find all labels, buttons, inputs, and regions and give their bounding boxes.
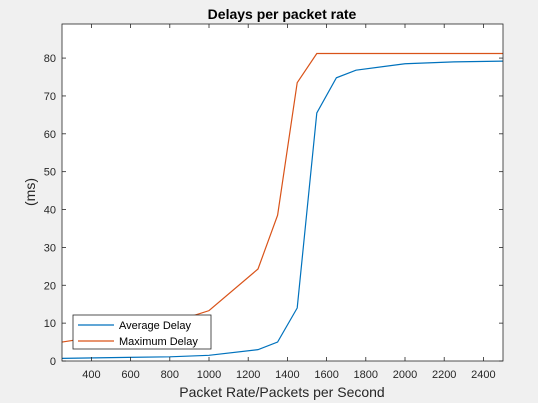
y-tick-label: 40	[44, 205, 56, 217]
x-tick-label: 2000	[393, 369, 417, 381]
y-tick-label: 0	[50, 356, 56, 368]
y-tick-label: 50	[44, 167, 56, 179]
x-tick-label: 1600	[314, 369, 338, 381]
x-tick-label: 800	[161, 369, 179, 381]
axes-layer: 400 600 800 1000 1200 1400 1600 1800 2000 2200 240…	[44, 23, 504, 381]
legend-label-average-delay: Average Delay	[119, 320, 191, 332]
x-tick-label: 2400	[471, 369, 495, 381]
x-tick-label: 1000	[197, 369, 221, 381]
x-tick-label: 600	[121, 369, 139, 381]
chart-title: Delays per packet rate	[208, 6, 357, 22]
axes-box	[61, 23, 504, 362]
x-tick-label: 400	[82, 369, 100, 381]
y-axis-label: (ms)	[22, 178, 38, 206]
y-tick-label: 60	[44, 129, 56, 141]
legend-label-maximum-delay: Maximum Delay	[119, 336, 198, 348]
y-tick-label: 70	[44, 91, 56, 103]
y-tick-label: 20	[44, 280, 56, 292]
y-tick-label: 10	[44, 318, 56, 330]
x-tick-label: 2200	[432, 369, 456, 381]
x-tick-label: 1400	[275, 369, 299, 381]
series-line-average-delay	[61, 60, 504, 359]
plot-area	[62, 24, 503, 361]
x-axis-label: Packet Rate/Packets per Second	[179, 384, 384, 400]
y-tick-label: 30	[44, 242, 56, 254]
y-tick-label: 80	[44, 53, 56, 65]
x-tick-label: 1800	[354, 369, 378, 381]
x-tick-label: 1200	[236, 369, 260, 381]
legend-box	[72, 314, 212, 350]
legend: Average Delay Maximum Delay	[72, 314, 212, 350]
